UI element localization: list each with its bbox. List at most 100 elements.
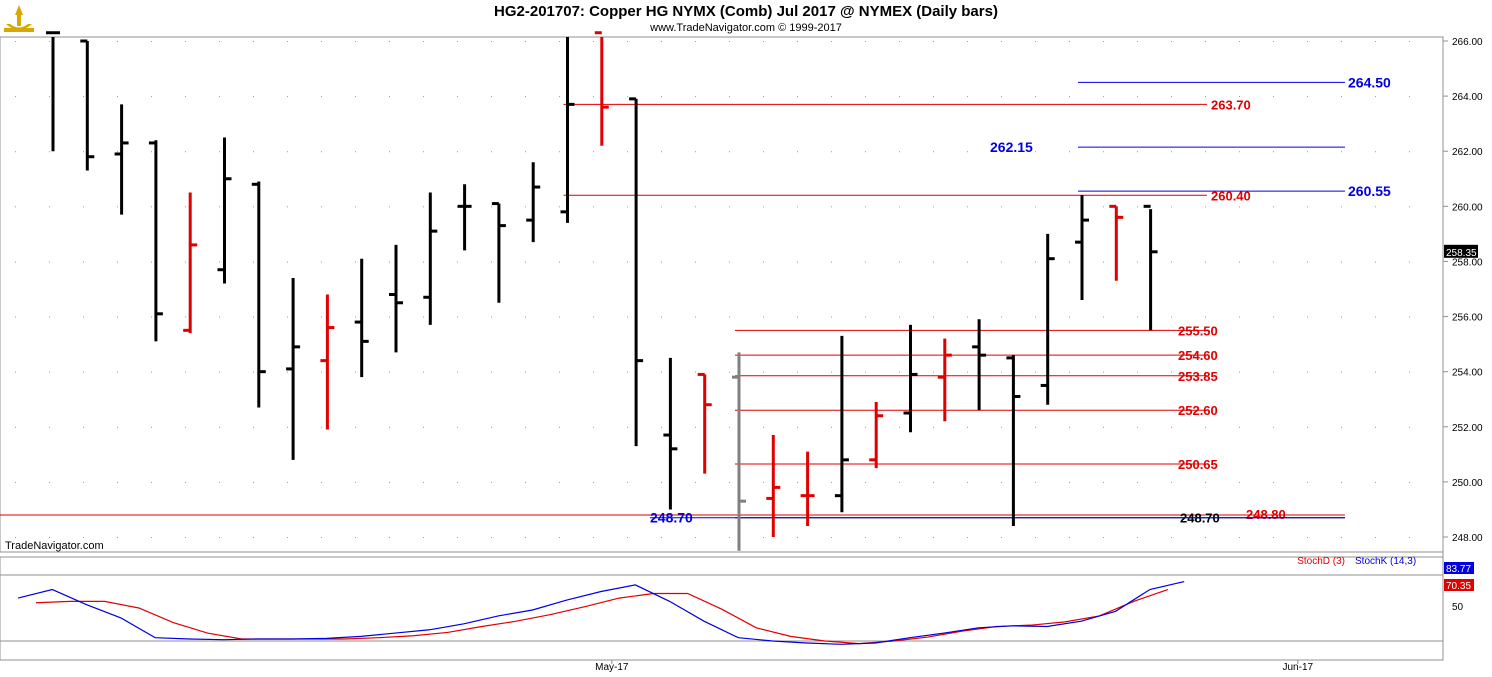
grid-dot xyxy=(1137,96,1138,98)
grid-dot xyxy=(1273,151,1274,153)
grid-dot xyxy=(1001,426,1002,428)
grid-dot xyxy=(763,151,764,153)
stoch-d-value-box xyxy=(1444,579,1474,591)
grid-dot xyxy=(1069,481,1070,483)
grid-dot xyxy=(763,96,764,98)
grid-dot xyxy=(219,261,220,263)
grid-dot xyxy=(15,371,16,373)
grid-dot xyxy=(83,481,84,483)
grid-dot xyxy=(117,426,118,428)
grid-dot xyxy=(1273,96,1274,98)
grid-dot xyxy=(1409,151,1410,153)
grid-dot xyxy=(593,151,594,153)
grid-dot xyxy=(491,261,492,263)
grid-dot xyxy=(627,41,628,42)
grid-dot xyxy=(1137,151,1138,153)
grid-dot xyxy=(1103,96,1104,98)
grid-dot xyxy=(1069,426,1070,428)
grid-dot xyxy=(661,151,662,153)
grid-dot xyxy=(525,481,526,483)
grid-dot xyxy=(389,41,390,42)
grid-dot xyxy=(355,96,356,98)
grid-dot xyxy=(389,481,390,483)
grid-dot xyxy=(15,96,16,98)
grid-dot xyxy=(1137,41,1138,42)
grid-dot xyxy=(797,151,798,153)
price-axis: 266.00 264.00 262.00 260.00 258.00 256.00 254.… xyxy=(1442,37,1483,660)
grid-dot xyxy=(1171,151,1172,153)
watermark: TradeNavigator.com xyxy=(5,540,104,552)
stoch-k-legend: StochK (14,3) xyxy=(1355,556,1416,567)
grid-dot xyxy=(321,206,322,208)
grid-dot xyxy=(219,41,220,42)
grid-dot xyxy=(1205,537,1206,538)
grid-dot xyxy=(83,426,84,428)
y-tick-label: 264.00 xyxy=(1452,92,1483,103)
grid-dot xyxy=(49,316,50,318)
level-label: 248.80 xyxy=(1246,507,1286,522)
stoch-k-value: 83.77 xyxy=(1446,564,1471,575)
grid-dot xyxy=(695,41,696,42)
grid-dot xyxy=(1069,537,1070,538)
grid-dot xyxy=(661,261,662,263)
grid-dot xyxy=(967,426,968,428)
grid-dot xyxy=(1171,261,1172,263)
grid-dot xyxy=(865,371,866,373)
grid-dot xyxy=(355,41,356,42)
grid-dot xyxy=(899,151,900,153)
grid-dot xyxy=(491,426,492,428)
grid-dot xyxy=(83,206,84,208)
last-price-box xyxy=(1444,244,1478,258)
grid-dot xyxy=(457,537,458,538)
grid-dot xyxy=(627,537,628,538)
grid-dot xyxy=(253,316,254,318)
level-label: 252.60 xyxy=(1178,403,1218,418)
grid-dot xyxy=(389,261,390,263)
grid-dot xyxy=(1137,206,1138,208)
grid-dot xyxy=(967,481,968,483)
grid-dot xyxy=(797,261,798,263)
grid-dot xyxy=(219,316,220,318)
grid-dot xyxy=(1409,96,1410,98)
grid-dot xyxy=(797,537,798,538)
grid-dot xyxy=(1273,371,1274,373)
grid-dot xyxy=(355,206,356,208)
grid-dot xyxy=(287,316,288,318)
grid-dot xyxy=(559,261,560,263)
grid-dot xyxy=(627,426,628,428)
grid-dot xyxy=(185,261,186,263)
grid-dot xyxy=(49,206,50,208)
grid-dot xyxy=(899,41,900,42)
grid-dot xyxy=(1137,426,1138,428)
grid-dot xyxy=(1409,481,1410,483)
grid-dot xyxy=(661,371,662,373)
grid-dot xyxy=(287,481,288,483)
grid-dot xyxy=(1171,426,1172,428)
grid-dot xyxy=(899,537,900,538)
grid-dot xyxy=(933,481,934,483)
grid-dot xyxy=(185,151,186,153)
grid-dot xyxy=(831,316,832,318)
grid-dot xyxy=(1205,206,1206,208)
grid-dot xyxy=(763,261,764,263)
stoch-d-legend: StochD (3) xyxy=(1297,556,1345,567)
grid-dot xyxy=(967,316,968,318)
grid-dot xyxy=(933,96,934,98)
grid-dot xyxy=(1239,206,1240,208)
grid-dot xyxy=(933,426,934,428)
grid-dot xyxy=(1375,261,1376,263)
grid-dot xyxy=(15,261,16,263)
grid-dot xyxy=(151,261,152,263)
grid-dot xyxy=(967,41,968,42)
grid-dot xyxy=(627,96,628,98)
grid-dot xyxy=(423,481,424,483)
grid-dot xyxy=(525,316,526,318)
grid-dot xyxy=(1069,151,1070,153)
grid-dot xyxy=(729,537,730,538)
grid-dot xyxy=(763,426,764,428)
grid-dot xyxy=(49,151,50,153)
grid-dot xyxy=(661,481,662,483)
grid-dot xyxy=(1001,316,1002,318)
last-price-label: 258.35 xyxy=(1446,248,1477,259)
